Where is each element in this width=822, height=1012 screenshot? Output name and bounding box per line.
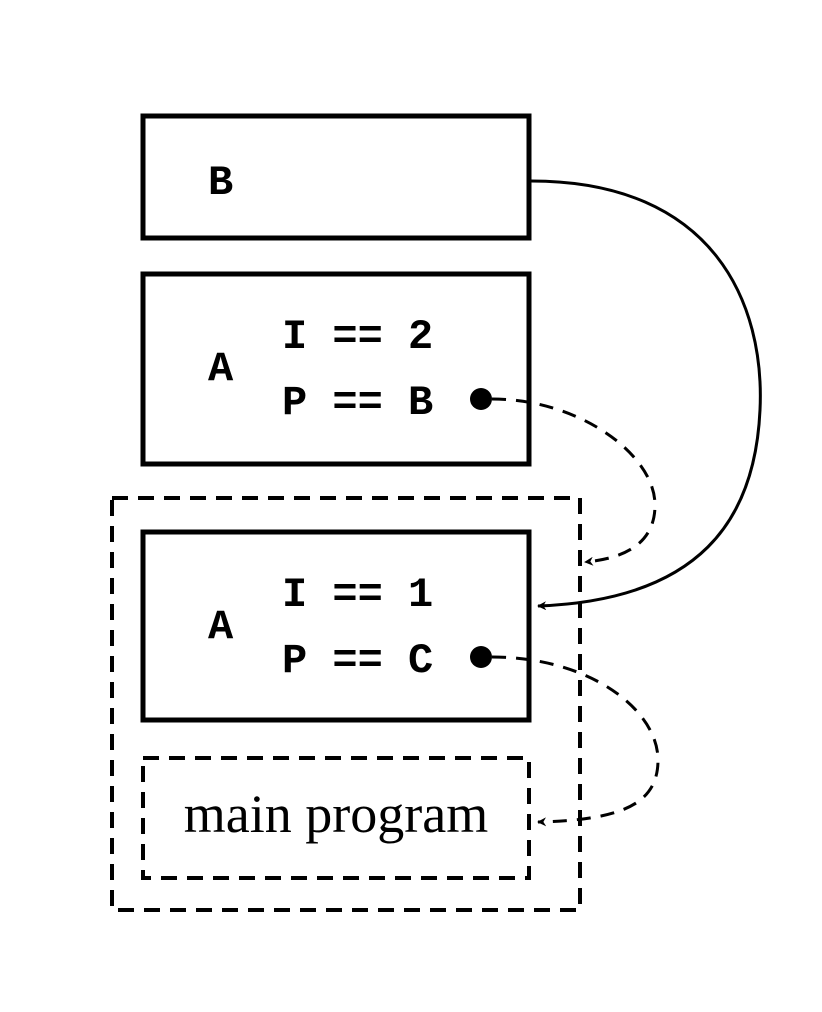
link-pointer-a-i1 <box>491 655 660 827</box>
frame-a-i2-var-p: P == B <box>282 379 433 427</box>
main-program-frame: main program <box>141 756 531 880</box>
outer-dashed-group <box>110 496 582 912</box>
pointer-dot-a-i1 <box>470 646 492 668</box>
frame-a-i2: A I == 2 P == B <box>140 271 532 467</box>
frame-b-label: B <box>208 159 233 207</box>
main-program-label: main program <box>184 784 488 844</box>
frame-a-i1: A I == 1 P == C <box>140 529 532 723</box>
frame-a-i2-var-i: I == 2 <box>282 313 433 361</box>
frame-a-i1-var-i: I == 1 <box>282 571 433 619</box>
main-program-box <box>141 756 531 880</box>
pointer-dot-a-i2 <box>470 388 492 410</box>
frame-a-i1-label: A <box>208 603 234 651</box>
link-pointer-a-i2 <box>491 397 657 566</box>
frame-a-i1-box <box>140 529 532 723</box>
frame-b-box <box>140 113 532 241</box>
frame-a-i2-label: A <box>208 345 234 393</box>
frame-b: B <box>140 113 532 241</box>
frame-a-i1-var-p: P == C <box>282 637 433 685</box>
link-b-to-a-i1 <box>530 179 762 611</box>
frame-a-i2-box <box>140 271 532 467</box>
